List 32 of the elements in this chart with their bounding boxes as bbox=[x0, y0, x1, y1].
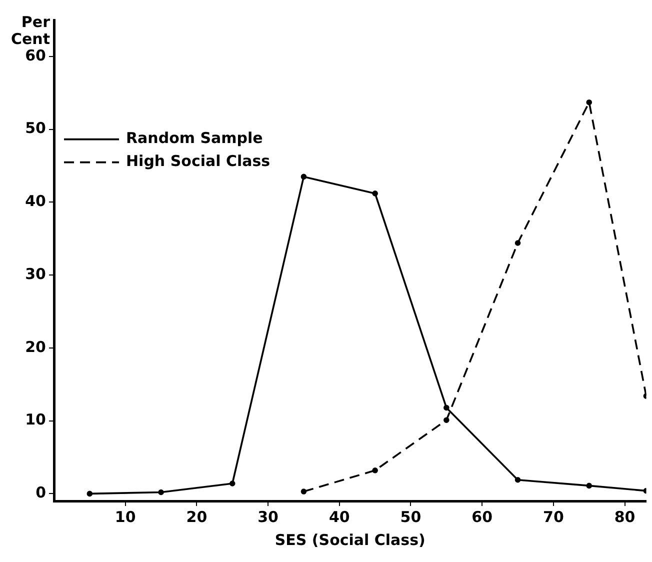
point bbox=[444, 404, 450, 411]
point bbox=[514, 476, 521, 483]
legend-label: High Social Class bbox=[126, 152, 270, 170]
x-tick-label: 10 bbox=[114, 508, 136, 526]
y-tick-label: 40 bbox=[25, 192, 46, 210]
y-tick-label: 60 bbox=[25, 46, 46, 64]
y-tick-label: 30 bbox=[25, 264, 46, 283]
y-tick-label: 20 bbox=[25, 338, 46, 356]
point bbox=[586, 482, 592, 489]
y-tick-label: 0 bbox=[36, 484, 46, 502]
point bbox=[300, 488, 307, 494]
x-tick-label: 80 bbox=[614, 508, 636, 526]
point bbox=[444, 417, 450, 424]
point bbox=[514, 240, 521, 246]
point bbox=[586, 99, 592, 106]
point bbox=[372, 467, 378, 474]
x-axis-title: SES (Social Class) bbox=[274, 530, 426, 549]
x-tick-label: 40 bbox=[328, 508, 350, 526]
legend-label: Random Sample bbox=[126, 129, 263, 148]
point bbox=[372, 190, 378, 196]
y-tick-label: 50 bbox=[25, 119, 46, 138]
x-tick-label: 30 bbox=[258, 508, 278, 526]
point bbox=[158, 489, 164, 496]
x-tick-label: 20 bbox=[186, 508, 208, 526]
y-axis-title: Per Cent bbox=[10, 12, 51, 48]
x-tick-label: 50 bbox=[400, 508, 422, 526]
point bbox=[300, 174, 307, 180]
x-tick-label: 70 bbox=[543, 508, 564, 526]
point bbox=[229, 480, 236, 486]
y-tick-label: 10 bbox=[25, 410, 46, 429]
point bbox=[86, 490, 93, 497]
x-tick-label: 60 bbox=[472, 508, 493, 526]
